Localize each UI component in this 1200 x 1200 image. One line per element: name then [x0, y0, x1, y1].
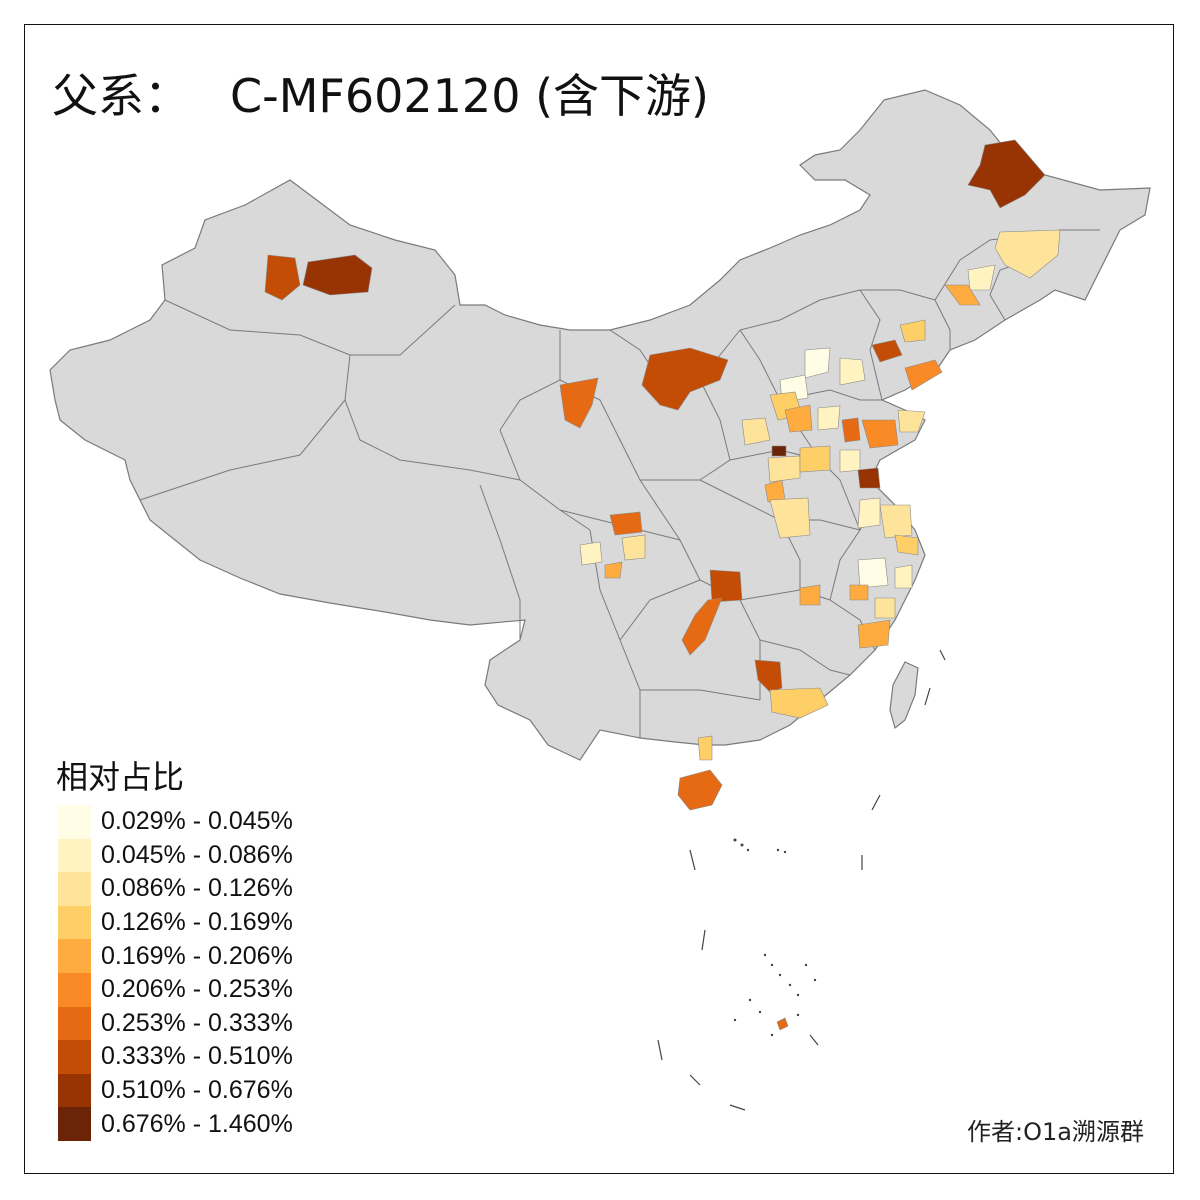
legend-label: 0.510% - 0.676% [101, 1076, 293, 1105]
region-shandong-b [861, 419, 899, 449]
legend-row: 0.253% - 0.333% [58, 1006, 293, 1041]
legend-swatch [58, 972, 91, 1007]
region-henan-b [799, 445, 831, 473]
map-title: 父系： C-MF602120 (含下游) [52, 60, 709, 126]
legend-label: 0.253% - 0.333% [101, 1008, 293, 1037]
legend-row: 0.206% - 0.253% [58, 972, 293, 1007]
region-jiangsu-xuzhou [857, 467, 881, 489]
region-jiangsu-b [894, 534, 919, 556]
region-heilongjiang-a [994, 229, 1061, 279]
region-zhejiang-a [894, 564, 913, 589]
region-anhui-a [857, 497, 881, 529]
legend-label: 0.206% - 0.253% [101, 975, 293, 1004]
region-hebei-a [804, 347, 831, 379]
region-gansu [609, 511, 643, 536]
author-credit: 作者:O1a溯源群 [967, 1118, 1144, 1146]
legend-label: 0.169% - 0.206% [101, 941, 293, 970]
region-jiangsu-a [879, 504, 913, 539]
region-inner-mongolia-baotou [641, 347, 729, 411]
legend-title: 相对占比 [56, 758, 185, 796]
region-hebei-d [817, 405, 841, 431]
region-anhui-b [857, 557, 889, 589]
legend-swatch [58, 905, 91, 940]
legend-swatch [58, 838, 91, 873]
legend-row: 0.086% - 0.126% [58, 872, 293, 906]
region-xinjiang-tacheng [264, 254, 301, 301]
legend-row: 0.510% - 0.676% [58, 1073, 293, 1108]
region-zhejiang-b [874, 597, 896, 619]
legend-row: 0.676% - 1.460% [58, 1107, 293, 1141]
region-shanxi-b [784, 404, 813, 433]
prefecture-fills [264, 139, 1061, 1031]
legend-swatch [58, 1107, 91, 1141]
legend-label: 0.676% - 1.460% [101, 1109, 293, 1138]
china-landmass [49, 89, 1151, 761]
region-fujian [857, 619, 891, 649]
region-heilongjiang-north [967, 139, 1046, 209]
legend-label: 0.045% - 0.086% [101, 840, 293, 869]
legend-row: 0.169% - 0.206% [58, 939, 293, 973]
legend-swatch [58, 872, 91, 906]
legend-swatch [58, 805, 91, 839]
region-shanxi-c [741, 417, 771, 446]
region-hebei-b [839, 357, 866, 386]
region-ningxia [559, 377, 599, 429]
legend-swatch [58, 1006, 91, 1041]
region-xinjiang-altay [302, 254, 373, 296]
legend-label: 0.029% - 0.045% [101, 807, 293, 836]
region-jilin-a [967, 264, 996, 291]
legend-row: 0.126% - 0.169% [58, 905, 293, 940]
taiwan-island [889, 661, 919, 730]
region-shandong-a [841, 417, 861, 443]
region-shandong-qingdao [897, 409, 926, 433]
region-hainan [677, 769, 723, 811]
region-guangdong [769, 687, 829, 719]
legend-swatch [58, 939, 91, 973]
region-scs-island [776, 1017, 789, 1031]
legend-row: 0.045% - 0.086% [58, 838, 293, 873]
legend-label: 0.086% - 0.126% [101, 874, 293, 903]
region-guizhou-strip [681, 597, 723, 656]
region-hubei-a [799, 584, 821, 606]
legend-swatch [58, 1073, 91, 1108]
title-prefix: 父系： [52, 69, 190, 123]
region-henan-zhengzhou [771, 445, 787, 457]
legend: 0.029% - 0.045% 0.045% - 0.086% 0.086% - 0… [58, 805, 293, 1141]
region-sichuan-c [604, 561, 623, 579]
region-jiangxi-a [849, 584, 869, 601]
legend-label: 0.333% - 0.510% [101, 1042, 293, 1071]
region-chongqing [709, 569, 743, 603]
south-china-sea-islands [733, 838, 817, 1037]
region-liaoning-a [899, 319, 926, 343]
region-jilin-b [944, 284, 981, 306]
south-china-sea-lines [657, 649, 946, 1111]
legend-label: 0.126% - 0.169% [101, 908, 293, 937]
region-henan-a [767, 455, 801, 483]
region-sichuan-b [621, 534, 646, 561]
legend-row: 0.029% - 0.045% [58, 805, 293, 839]
title-haplogroup-code: C-MF602120 (含下游) [230, 69, 709, 123]
region-henan-d [769, 497, 811, 539]
region-leizhou [697, 735, 713, 761]
region-liaoning-b [871, 339, 903, 363]
region-sichuan-a [579, 541, 603, 566]
legend-swatch [58, 1040, 91, 1074]
region-shandong-c [839, 449, 861, 473]
legend-row: 0.333% - 0.510% [58, 1040, 293, 1074]
region-liaoning-dalian [904, 359, 943, 391]
